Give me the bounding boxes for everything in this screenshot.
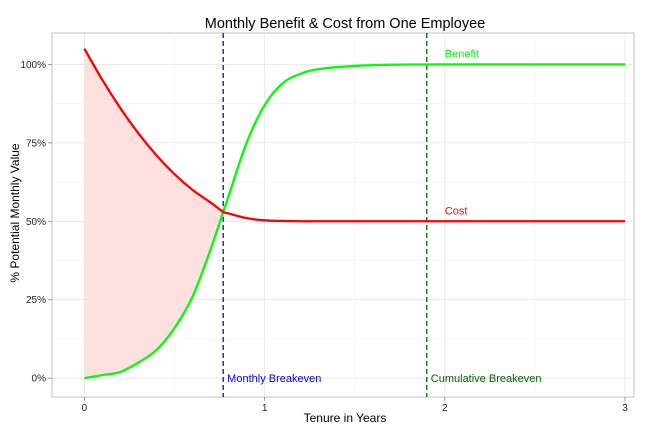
series-lines bbox=[83, 48, 625, 380]
y-tick-label: 50% bbox=[26, 217, 46, 228]
y-tick-label: 25% bbox=[26, 295, 46, 306]
x-tick-label: 1 bbox=[262, 403, 268, 414]
y-tick-label: 0% bbox=[32, 374, 47, 385]
x-axis-title: Tenure in Years bbox=[304, 411, 387, 425]
series-line-benefit bbox=[84, 63, 625, 380]
series-label-cost: Cost bbox=[445, 205, 468, 217]
breakeven-lines bbox=[222, 33, 428, 397]
series-line-cost bbox=[83, 48, 625, 223]
y-tick-label: 75% bbox=[26, 138, 46, 149]
cumulative-breakeven-label: Cumulative Breakeven bbox=[431, 373, 542, 385]
series-label-benefit: Benefit bbox=[445, 48, 479, 60]
monthly-breakeven-label: Monthly Breakeven bbox=[227, 373, 321, 385]
x-tick-label: 2 bbox=[442, 403, 448, 414]
shaded-region bbox=[84, 48, 224, 379]
y-tick-label: 100% bbox=[20, 60, 46, 71]
chart-title: Monthly Benefit & Cost from One Employee bbox=[205, 16, 485, 32]
annotations: Monthly Breakeven Cumulative Breakeven Ben… bbox=[227, 48, 541, 385]
x-tick-label: 3 bbox=[622, 403, 628, 414]
x-tick-label: 0 bbox=[82, 403, 88, 414]
shaded-area bbox=[84, 48, 224, 379]
x-axis-ticks: 0 1 2 3 bbox=[82, 397, 628, 414]
y-axis-ticks: 0% 25% 50% 75% 100% bbox=[20, 60, 52, 385]
y-axis-title: % Potential Monthly Value bbox=[8, 143, 22, 283]
